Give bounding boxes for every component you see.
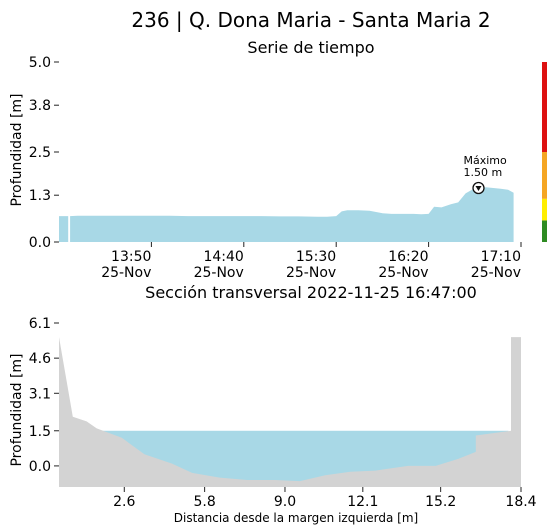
max-marker-arrow bbox=[475, 186, 482, 191]
y-tick-label: 0.0 bbox=[29, 459, 51, 475]
max-annotation-value: 1.50 m bbox=[463, 166, 502, 179]
x-tick-date: 25-Nov bbox=[101, 265, 151, 281]
y-tick-label: 4.6 bbox=[29, 351, 51, 367]
x-tick-label: 15.2 bbox=[425, 494, 456, 510]
y-tick-label: 6.1 bbox=[29, 316, 51, 332]
x-tick-date: 25-Nov bbox=[286, 265, 336, 281]
timeseries-ylabel: Profundidad [m] bbox=[9, 93, 25, 206]
y-tick-label: 5.0 bbox=[29, 55, 51, 71]
section-xlabel: Distancia desde la margen izquierda [m] bbox=[174, 511, 418, 525]
x-tick-time: 13:50 bbox=[111, 249, 151, 265]
x-tick-time: 14:40 bbox=[203, 249, 243, 265]
level-band-1 bbox=[542, 198, 547, 221]
x-tick-time: 16:20 bbox=[388, 249, 428, 265]
y-tick-label: 3.8 bbox=[29, 98, 51, 114]
level-band-2 bbox=[542, 152, 547, 199]
depth-series-area bbox=[70, 187, 514, 242]
x-tick-label: 5.8 bbox=[193, 494, 215, 510]
max-annotation-label: Máximo bbox=[463, 154, 507, 167]
depth-series-area bbox=[59, 216, 69, 242]
y-tick-label: 0.0 bbox=[29, 235, 51, 251]
section-ylabel: Profundidad [m] bbox=[9, 353, 25, 466]
level-band-3 bbox=[542, 62, 547, 152]
y-tick-label: 3.1 bbox=[29, 386, 51, 402]
section-subtitle: Sección transversal 2022-11-25 16:47:00 bbox=[145, 283, 477, 302]
timeseries-subtitle: Serie de tiempo bbox=[247, 38, 374, 57]
y-tick-label: 1.5 bbox=[29, 424, 51, 440]
y-tick-label: 2.5 bbox=[29, 145, 51, 161]
x-tick-label: 9.0 bbox=[274, 494, 296, 510]
x-tick-label: 18.4 bbox=[505, 494, 536, 510]
x-tick-date: 25-Nov bbox=[471, 265, 521, 281]
x-tick-label: 2.6 bbox=[113, 494, 135, 510]
riverbed-terrain bbox=[59, 337, 521, 487]
x-tick-time: 17:10 bbox=[481, 249, 521, 265]
x-tick-label: 12.1 bbox=[347, 494, 378, 510]
chart-title: 236 | Q. Dona Maria - Santa Maria 2 bbox=[131, 8, 490, 32]
x-tick-date: 25-Nov bbox=[194, 265, 244, 281]
level-band-0 bbox=[542, 220, 547, 242]
x-tick-date: 25-Nov bbox=[378, 265, 428, 281]
y-tick-label: 1.3 bbox=[29, 188, 51, 204]
x-tick-time: 15:30 bbox=[296, 249, 336, 265]
